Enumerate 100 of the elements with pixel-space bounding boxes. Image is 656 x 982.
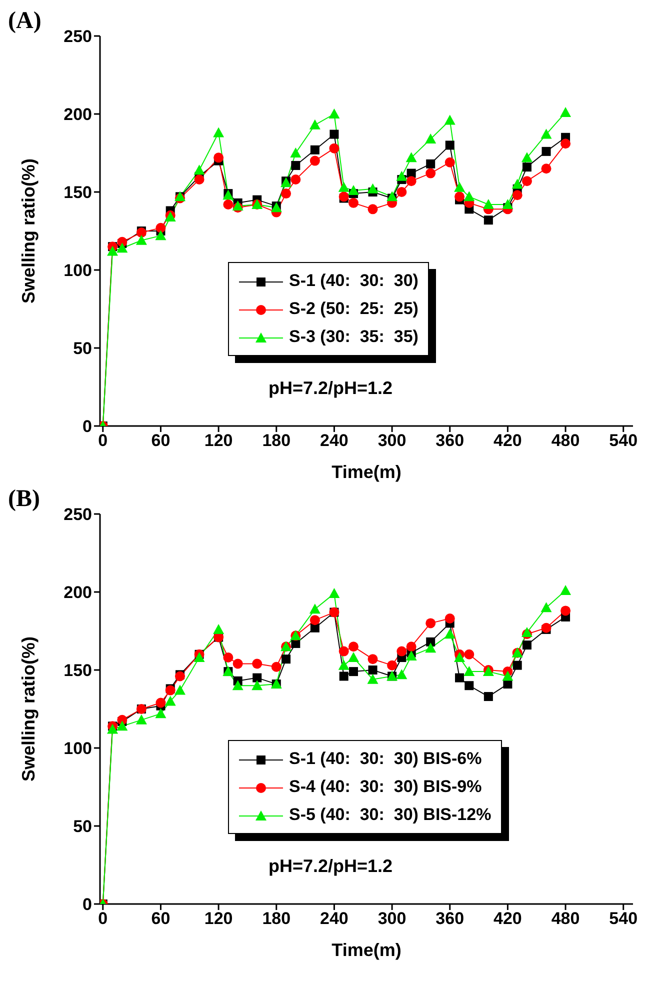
point	[271, 662, 282, 672]
point	[155, 708, 166, 718]
point	[348, 652, 359, 662]
point	[214, 152, 224, 163]
point	[560, 138, 571, 149]
point	[328, 108, 340, 118]
legend-label: S-1 (40: 30: 30) BIS-6%	[289, 749, 482, 768]
point	[464, 666, 475, 676]
point	[540, 128, 552, 139]
point	[386, 191, 398, 202]
point	[522, 162, 532, 172]
point	[338, 182, 350, 192]
point	[291, 160, 300, 170]
legend-label: S-1 (40: 30: 30)	[289, 271, 418, 290]
point	[107, 246, 118, 256]
y-tick-label: 200	[64, 583, 92, 602]
point	[541, 164, 552, 174]
point	[521, 152, 532, 162]
x-tick-label: 420	[494, 909, 522, 928]
legend-label: S-4 (40: 30: 30) BIS-9%	[289, 777, 482, 796]
point	[368, 666, 378, 674]
legend-label: S-2 (50: 25: 25)	[289, 299, 418, 318]
y-tick-label: 100	[64, 739, 92, 758]
point	[396, 170, 408, 181]
point	[444, 614, 455, 624]
point	[464, 681, 474, 690]
x-tick-label: 120	[204, 909, 233, 928]
point	[368, 204, 378, 214]
point	[425, 133, 436, 144]
point	[116, 242, 128, 253]
point	[540, 602, 552, 612]
point	[484, 692, 493, 702]
point	[252, 658, 262, 669]
point	[406, 650, 417, 660]
x-tick-label: 0	[98, 431, 108, 450]
point	[338, 646, 349, 656]
point	[290, 174, 301, 185]
point	[406, 152, 417, 162]
x-tick-label: 360	[436, 431, 464, 450]
point	[455, 673, 464, 682]
point	[252, 680, 263, 690]
y-tick-label: 0	[82, 417, 92, 436]
point	[444, 628, 456, 639]
chart-title: (A)	[8, 8, 42, 35]
point	[107, 724, 118, 734]
point	[136, 234, 147, 245]
point	[348, 198, 358, 208]
y-tick-label: 100	[64, 261, 92, 280]
point	[406, 176, 416, 186]
point	[310, 156, 320, 166]
annotation: pH=7.2/pH=1.2	[267, 856, 394, 877]
point	[232, 658, 243, 669]
x-tick-label: 180	[262, 909, 291, 928]
x-tick-label: 180	[262, 431, 291, 450]
point	[425, 642, 436, 653]
x-tick-label: 120	[204, 431, 233, 450]
point	[454, 192, 465, 202]
x-tick-label: 240	[320, 431, 348, 450]
point	[309, 604, 320, 614]
x-tick-label: 60	[151, 909, 170, 928]
point	[252, 673, 262, 682]
point	[560, 106, 572, 117]
point	[338, 660, 350, 670]
x-tick-label: 480	[551, 431, 580, 450]
point	[484, 216, 493, 225]
point	[348, 184, 359, 195]
point	[512, 660, 522, 670]
point	[482, 198, 494, 209]
x-tick-label: 240	[320, 909, 348, 928]
point	[512, 190, 522, 200]
point	[328, 588, 340, 598]
point	[282, 654, 291, 664]
x-tick-label: 540	[609, 431, 638, 450]
point	[396, 187, 407, 197]
y-tick-label: 150	[64, 661, 92, 680]
x-tick-label: 300	[378, 909, 406, 928]
point	[310, 145, 320, 154]
point	[560, 584, 572, 595]
point	[444, 114, 456, 125]
point	[174, 684, 186, 695]
point	[281, 188, 292, 199]
point	[426, 159, 436, 168]
y-tick-label: 0	[82, 895, 92, 914]
point	[194, 174, 204, 185]
point	[232, 680, 244, 690]
point	[396, 646, 407, 656]
legend-label: S-3 (30: 35: 35)	[289, 327, 418, 346]
point	[454, 652, 466, 662]
y-axis-title: Swelling ratio(%)	[18, 636, 38, 782]
x-tick-label: 300	[378, 431, 406, 450]
point	[502, 670, 514, 681]
point	[155, 230, 166, 240]
point	[396, 669, 408, 680]
point	[309, 119, 320, 130]
point	[522, 176, 532, 186]
point	[136, 228, 146, 238]
point	[368, 654, 378, 664]
point	[310, 615, 320, 626]
point	[454, 182, 466, 192]
point	[522, 640, 532, 650]
